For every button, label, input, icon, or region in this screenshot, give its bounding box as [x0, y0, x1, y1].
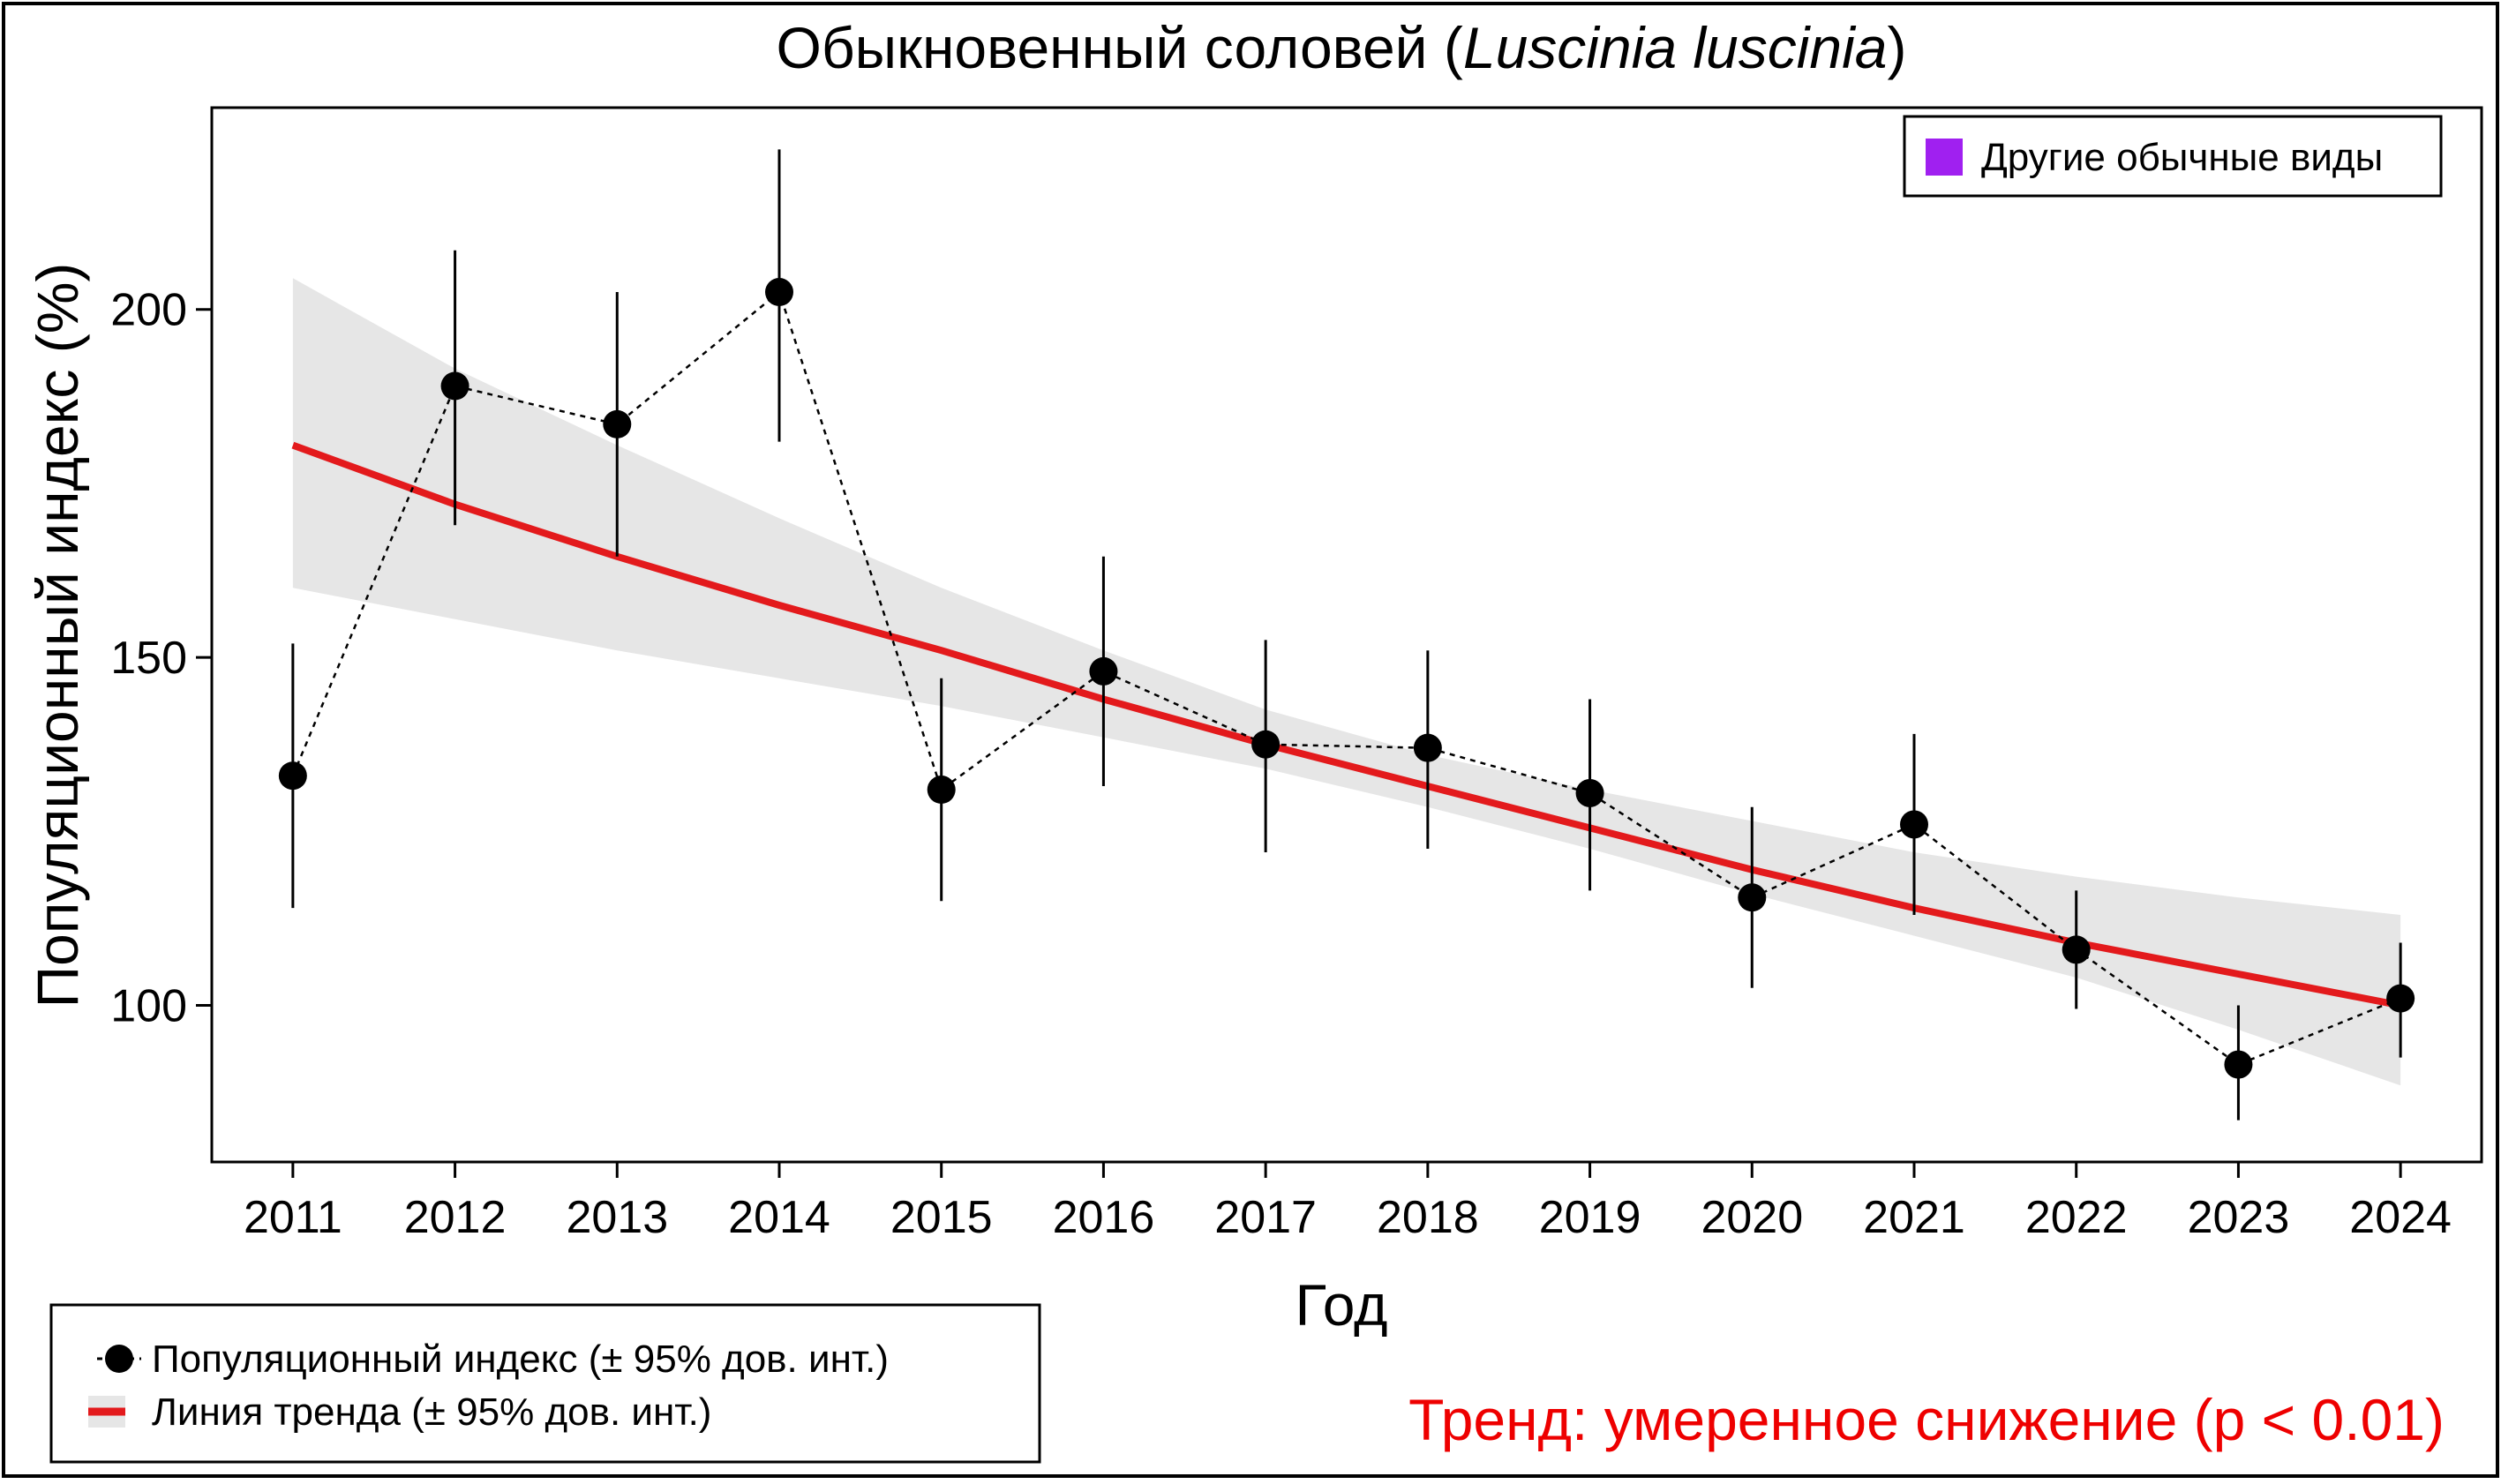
data-points-group	[278, 278, 2415, 1079]
x-tick-label-2017: 2017	[1214, 1192, 1317, 1243]
data-point-2022	[2062, 935, 2091, 964]
data-point-2016	[1089, 656, 1118, 686]
series-legend-box	[49, 1303, 1041, 1464]
trend-annotation: Тренд: умеренное снижение (p < 0.01)	[1408, 1387, 2445, 1452]
trend-confidence-band	[292, 278, 2401, 1086]
legend-index-label: Популяционный индекс (± 95% дов. инт.)	[152, 1338, 889, 1381]
index-connector-line	[291, 289, 2401, 1067]
category-legend-label: Другие обычные виды	[1981, 136, 2383, 179]
index-connector-group	[291, 289, 2401, 1067]
data-point-2014	[765, 278, 793, 307]
data-point-2024	[2386, 984, 2415, 1013]
data-point-2020	[1738, 883, 1767, 912]
x-tick-label-2023: 2023	[2188, 1192, 2290, 1243]
x-tick-label-2022: 2022	[2025, 1192, 2128, 1243]
data-point-2015	[927, 776, 956, 805]
data-point-2012	[440, 371, 469, 401]
y-tick-label-200: 200	[110, 285, 187, 336]
data-point-2011	[278, 761, 307, 791]
trend-line	[291, 441, 2401, 1009]
data-point-2019	[1575, 778, 1604, 807]
x-tick-label-2020: 2020	[1701, 1192, 1803, 1243]
data-point-2021	[1900, 810, 1928, 839]
x-tick-label-2018: 2018	[1377, 1192, 1479, 1243]
x-axis-ticks: 2011 2012 2013 2014 2015 2016 2017 2018 2019 2020…	[244, 1162, 2452, 1243]
category-legend: Другие обычные виды	[1903, 115, 2443, 198]
title-suffix: )	[1887, 15, 1906, 80]
data-point-2017	[1251, 730, 1281, 759]
y-axis-label: Популяционный индекс (%)	[25, 263, 90, 1008]
x-tick-label-2011: 2011	[244, 1192, 342, 1243]
trend-band-area	[292, 278, 2401, 1086]
x-axis-label: Год	[1295, 1272, 1387, 1338]
y-axis-ticks: 100 150 200	[110, 285, 212, 1032]
title-prefix: Обыкновенный соловей (	[777, 15, 1463, 80]
data-point-2018	[1413, 733, 1442, 762]
data-point-2013	[603, 409, 632, 438]
data-point-2023	[2224, 1050, 2253, 1079]
x-tick-label-2019: 2019	[1539, 1192, 1641, 1243]
x-tick-label-2021: 2021	[1863, 1192, 1965, 1243]
legend-index-marker	[105, 1345, 133, 1373]
x-tick-label-2016: 2016	[1053, 1192, 1155, 1243]
series-legend: Популяционный индекс (± 95% дов. инт.) Л…	[49, 1303, 1041, 1464]
category-color-swatch	[1926, 139, 1963, 176]
y-tick-label-150: 150	[110, 633, 187, 684]
title-species: Luscinia luscinia	[1463, 15, 1888, 80]
trend-line-group	[291, 441, 2401, 1009]
legend-trend-label: Линия тренда (± 95% дов. инт.)	[152, 1390, 711, 1434]
category-legend-box	[1903, 115, 2443, 198]
x-tick-label-2014: 2014	[728, 1192, 830, 1243]
plot-frame	[210, 106, 2483, 1164]
x-tick-label-2012: 2012	[404, 1192, 507, 1243]
x-tick-label-2024: 2024	[2349, 1192, 2452, 1243]
y-tick-label-100: 100	[110, 981, 187, 1032]
chart-title: Обыкновенный соловей (Luscinia luscinia)	[777, 15, 1907, 80]
x-tick-label-2015: 2015	[890, 1192, 993, 1243]
x-tick-label-2013: 2013	[566, 1192, 668, 1243]
